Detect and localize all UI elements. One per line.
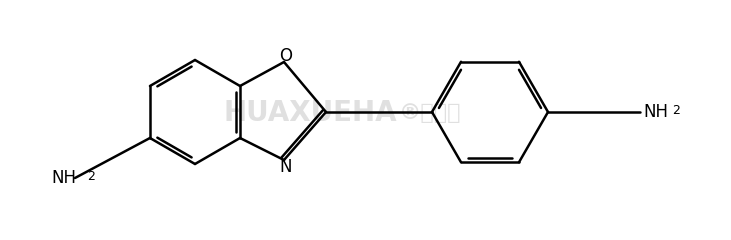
Text: 2: 2: [672, 104, 680, 117]
Text: N: N: [280, 158, 292, 176]
Text: NH: NH: [51, 169, 76, 187]
Text: O: O: [279, 47, 292, 65]
Text: NH: NH: [643, 103, 668, 121]
Text: HUAXUEHA: HUAXUEHA: [223, 99, 397, 127]
Text: ®化学加: ®化学加: [398, 103, 461, 123]
Text: 2: 2: [87, 170, 95, 183]
